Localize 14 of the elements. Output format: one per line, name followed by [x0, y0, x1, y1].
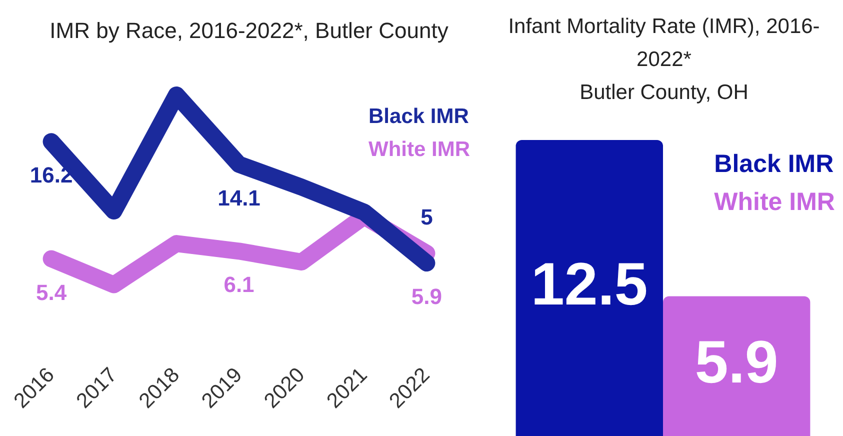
data-label: 14.1 — [218, 185, 260, 210]
data-label: 5 — [420, 204, 433, 230]
data-label: 6.1 — [224, 272, 254, 298]
text: Black IMR — [714, 149, 835, 180]
text: White IMR — [714, 187, 835, 218]
chart-title: Infant Mortality Rate (IMR), 2016-2022* — [507, 14, 821, 73]
data-label: 5.9 — [694, 328, 778, 396]
chart-subtitle: Butler County, OH — [578, 80, 750, 106]
data-label: 12.5 — [531, 250, 648, 318]
chart-title: IMR by Race, 2016-2022*, Butler County — [48, 17, 450, 45]
text: Black IMR — [368, 104, 470, 130]
data-label: 5.9 — [411, 284, 442, 310]
data-label: 5.4 — [36, 280, 68, 305]
text: White IMR — [368, 137, 470, 163]
